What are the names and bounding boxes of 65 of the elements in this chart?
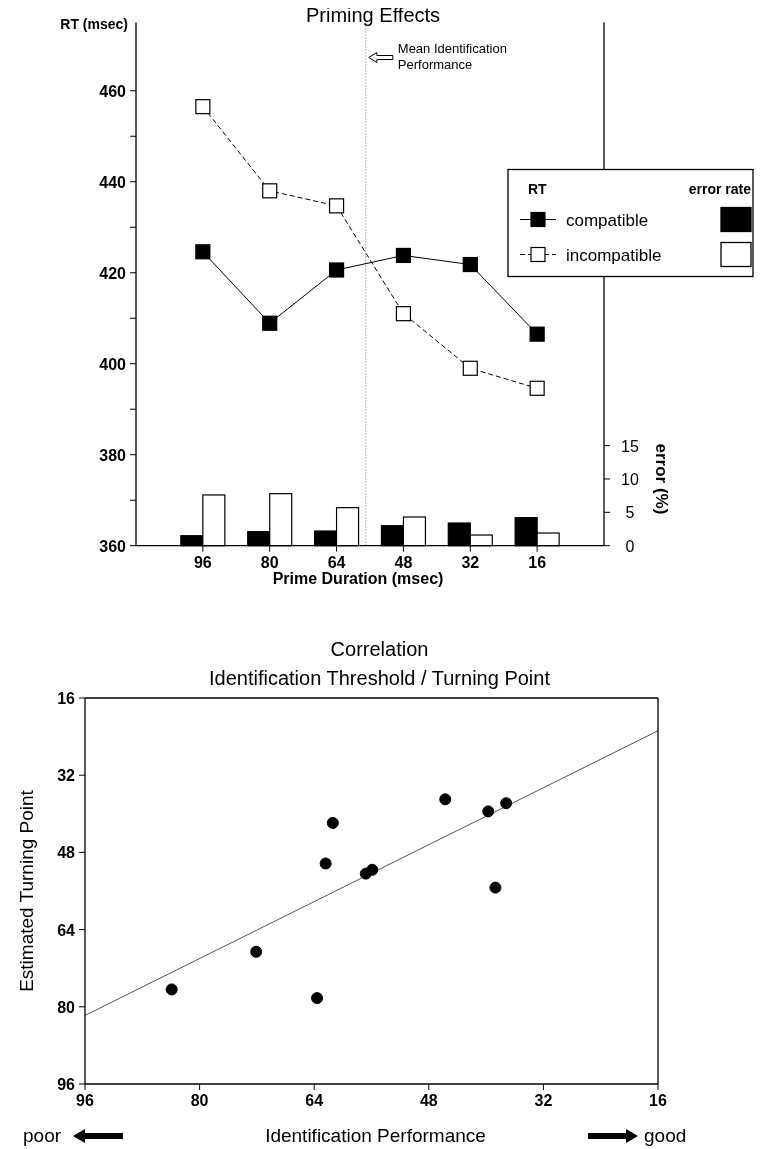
point xyxy=(366,863,379,876)
point xyxy=(311,992,324,1005)
point xyxy=(395,306,412,322)
text: poor xyxy=(23,1125,62,1146)
y-tick-label: 440 xyxy=(99,173,127,191)
y-tick-label: 80 xyxy=(57,998,76,1016)
x-tick-label: 80 xyxy=(260,553,279,571)
point xyxy=(328,198,345,214)
point xyxy=(262,315,278,331)
y-tick-label: 48 xyxy=(57,844,76,862)
x-tick-label: 48 xyxy=(419,1092,438,1109)
point xyxy=(395,247,412,264)
chart-title: Correlation xyxy=(330,638,429,660)
chart-subtitle: Identification Threshold / Turning Point xyxy=(209,667,551,689)
y2-tick-label: 5 xyxy=(625,504,635,522)
point xyxy=(482,805,495,818)
y-axis-title: Estimated Turning Point xyxy=(16,789,37,992)
x-tick-label: 96 xyxy=(193,553,212,571)
point xyxy=(500,797,513,810)
legend-label: incompatible xyxy=(566,245,662,265)
y2-axis-title: error (%) xyxy=(652,443,671,515)
text: good xyxy=(644,1125,687,1146)
point xyxy=(489,881,502,894)
point xyxy=(328,262,345,278)
y2-tick-label: 0 xyxy=(625,537,635,555)
x-tick-label: 16 xyxy=(649,1092,667,1109)
point xyxy=(462,360,478,376)
point xyxy=(462,256,478,273)
point xyxy=(439,793,452,806)
x-tick-label: 16 xyxy=(528,553,547,571)
y-tick-label: 64 xyxy=(57,921,76,939)
point xyxy=(319,857,332,870)
point xyxy=(262,183,278,199)
y-tick-label: 400 xyxy=(99,355,127,373)
point xyxy=(250,945,263,958)
y-tick-label: 420 xyxy=(99,264,127,282)
text: error rate xyxy=(688,180,752,197)
point xyxy=(195,244,211,260)
y2-tick-label: 10 xyxy=(621,470,639,488)
point xyxy=(529,380,545,396)
legend-label: compatible xyxy=(566,210,649,230)
point xyxy=(195,99,211,115)
y-tick-label: 96 xyxy=(57,1076,76,1093)
x-tick-label: 64 xyxy=(327,553,346,571)
x-tick-label: 32 xyxy=(534,1092,553,1109)
x-tick-label: 48 xyxy=(394,553,413,571)
point xyxy=(326,816,339,829)
x-axis-title: Prime Duration (msec) xyxy=(272,569,444,587)
y-tick-label: 32 xyxy=(57,767,76,785)
x-tick-label: 80 xyxy=(190,1092,209,1109)
legend-title: RT xyxy=(528,180,548,197)
point xyxy=(165,983,178,996)
point xyxy=(529,326,545,342)
x-tick-label: 96 xyxy=(76,1092,94,1109)
x-axis-title: Identification Performance xyxy=(265,1125,486,1146)
x-tick-label: 64 xyxy=(305,1092,324,1109)
y-axis-title: RT (msec) xyxy=(60,15,128,32)
y2-tick-label: 15 xyxy=(621,437,639,455)
chart-title: Priming Effects xyxy=(305,4,441,26)
y-tick-label: 16 xyxy=(57,690,76,707)
y-tick-label: 360 xyxy=(99,537,127,555)
ref-line-label: Mean Identification Performance xyxy=(397,40,507,72)
y-tick-label: 380 xyxy=(99,446,127,464)
y-tick-label: 460 xyxy=(99,82,127,100)
x-tick-label: 32 xyxy=(461,553,480,571)
